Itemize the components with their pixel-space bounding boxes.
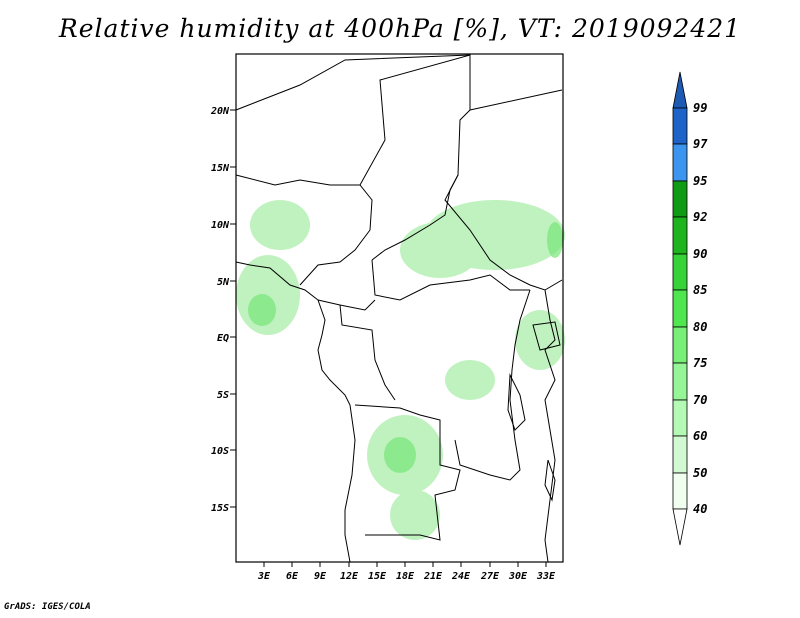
lon-label: 3E	[257, 571, 271, 582]
lat-label: 5S	[217, 390, 229, 401]
colorbar-label: 80	[693, 320, 707, 334]
lat-label: 15S	[211, 503, 229, 514]
humidity-core-layer	[248, 222, 563, 473]
lake-malawi	[544, 459, 556, 502]
lat-label: 5N	[217, 277, 230, 288]
country-borders	[235, 54, 563, 563]
lon-axis	[263, 562, 547, 567]
border-nigeria	[235, 174, 373, 286]
humidity-core-angola	[384, 437, 416, 473]
humidity-region-angola-south	[390, 490, 440, 540]
lon-label: 9E	[314, 571, 327, 582]
lat-label: 10N	[211, 220, 230, 231]
humidity-region-central	[445, 360, 495, 400]
colorbar-label: 99	[693, 101, 707, 115]
chart-title: Relative humidity at 400hPa [%], VT: 201…	[58, 14, 742, 43]
lake-victoria	[532, 321, 561, 351]
colorbar	[672, 71, 688, 546]
colorbar-box	[672, 362, 688, 401]
border-libya-egypt	[235, 54, 471, 111]
colorbar-label: 85	[693, 283, 707, 297]
humidity-region-east-lakes	[515, 310, 565, 370]
lat-axis	[230, 109, 236, 508]
lon-label: 33E	[536, 571, 556, 582]
lon-label: 15E	[368, 571, 387, 582]
credit-label: GrADS: IGES/COLA	[4, 602, 91, 612]
colorbar-box	[672, 180, 688, 218]
colorbar-label: 92	[693, 210, 707, 224]
border-east-africa	[544, 289, 556, 563]
lon-label: 21E	[423, 571, 443, 582]
lat-label: 10S	[211, 446, 229, 457]
lon-label: 12E	[340, 571, 359, 582]
lon-label: 30E	[508, 571, 528, 582]
colorbar-box	[672, 216, 688, 255]
colorbar-label: 95	[693, 174, 707, 188]
colorbar-label: 97	[693, 137, 708, 151]
map-frame	[235, 53, 564, 563]
colorbar-box	[672, 107, 688, 145]
colorbar-label: 70	[693, 393, 707, 407]
colorbar-box	[672, 399, 688, 437]
colorbar-box	[672, 472, 688, 510]
border-sudan	[444, 89, 563, 291]
border-cameroon-congo	[317, 299, 396, 401]
lon-label: 6E	[286, 571, 299, 582]
colorbar-label: 60	[693, 429, 707, 443]
colorbar-bottom-arrow	[672, 508, 688, 546]
colorbar-label: 50	[693, 466, 707, 480]
border-angola	[354, 404, 461, 541]
colorbar-box	[672, 143, 688, 182]
colorbar-top-arrow	[672, 71, 688, 109]
colorbar-box	[672, 253, 688, 291]
colorbar-label: 75	[693, 356, 707, 370]
colorbar-box	[672, 289, 688, 328]
lat-label: EQ	[217, 333, 229, 344]
humidity-core-northeast	[547, 222, 563, 258]
lake-tanganyika	[507, 373, 526, 431]
lon-label: 27E	[480, 571, 500, 582]
lat-label: 20N	[210, 106, 230, 117]
humidity-region-central-north	[400, 222, 480, 278]
border-car	[371, 259, 530, 301]
coastline-west	[235, 261, 356, 563]
humidity-fill-layer	[236, 200, 565, 540]
humidity-core-west-coast	[248, 294, 276, 326]
colorbar-label: 40	[693, 502, 707, 516]
colorbar-label: 90	[693, 247, 707, 261]
lon-label: 24E	[451, 571, 471, 582]
humidity-region-nigeria	[250, 200, 310, 250]
colorbar-box	[672, 326, 688, 364]
lat-label: 15N	[211, 163, 230, 174]
border-drc-east	[454, 289, 531, 481]
lon-label: 18E	[396, 571, 415, 582]
colorbar-box	[672, 435, 688, 474]
